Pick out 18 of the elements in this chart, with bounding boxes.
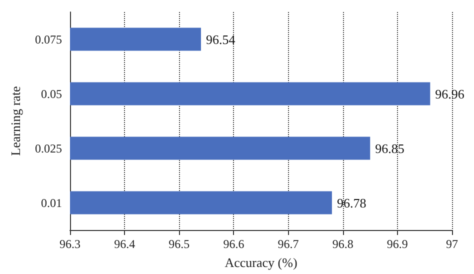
data-label: 96.54 (206, 32, 236, 47)
x-tick-label: 96.5 (168, 237, 190, 251)
data-label: 96.85 (375, 140, 404, 156)
x-tick-label: 96.3 (60, 237, 80, 251)
x-tick-label: 96.4 (114, 237, 136, 251)
y-tick-label: 0.01 (41, 196, 62, 210)
x-tick-label: 96.8 (332, 237, 354, 251)
y-tick-label: 0.075 (35, 32, 62, 46)
x-tick-label: 97 (446, 237, 458, 251)
x-tick-label: 96.7 (278, 237, 299, 251)
y-tick-label: 0.05 (41, 86, 62, 101)
x-tick-label: 96.6 (223, 237, 244, 251)
x-axis-title: Accuracy (%) (224, 255, 298, 270)
data-label: 96.96 (435, 86, 465, 102)
y-axis-title: Learning rate (8, 86, 23, 156)
y-tick-label: 0.025 (35, 141, 62, 156)
x-tick-label: 96.9 (386, 237, 408, 251)
data-label: 96.78 (336, 195, 366, 210)
